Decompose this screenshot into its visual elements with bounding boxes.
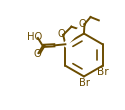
Text: O: O: [57, 29, 65, 39]
Text: HO: HO: [27, 32, 42, 42]
Text: O: O: [34, 49, 41, 59]
Text: Br: Br: [79, 78, 90, 87]
Text: O: O: [78, 19, 86, 29]
Text: Br: Br: [97, 67, 109, 77]
